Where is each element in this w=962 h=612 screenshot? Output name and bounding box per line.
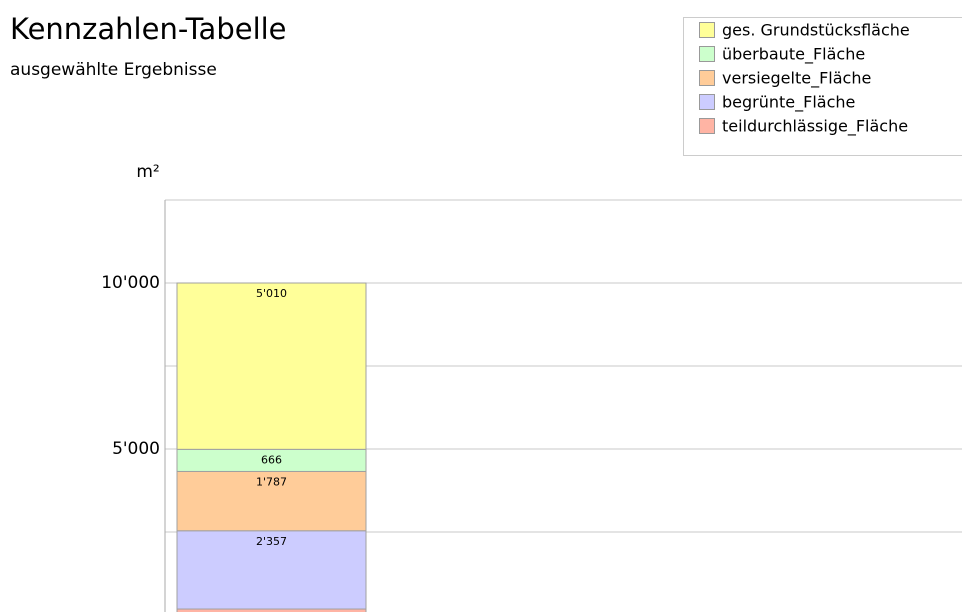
chart-subtitle: ausgewählte Ergebnisse [10,60,217,80]
bar-segment [176,470,367,532]
y-tick-label: 5'000 [112,439,160,459]
data-label: 5'010 [256,287,287,300]
legend-label: teildurchlässige_Fläche [722,117,908,137]
data-label: 666 [261,453,282,466]
bar-segment [176,530,367,610]
legend-swatch [699,70,715,86]
legend-swatch [699,22,715,38]
legend-swatch [699,118,715,134]
legend-label: versiegelte_Fläche [722,69,871,89]
legend-label: begrünte_Fläche [722,93,855,113]
chart-title: Kennzahlen-Tabelle [10,12,287,46]
legend-label: überbaute_Fläche [722,45,865,65]
legend-box [683,17,962,156]
legend: ges. Grundstücksfläche überbaute_Flächeve… [683,17,962,156]
data-label: 1'787 [256,475,287,488]
y-axis-label: m² [136,162,159,182]
legend-swatch [699,46,715,62]
data-label: 2'357 [256,535,287,548]
y-tick-label: 10'000 [101,273,160,293]
bar-segment [176,282,367,450]
legend-swatch [699,94,715,110]
legend-label: ges. Grundstücksfläche [722,21,910,40]
